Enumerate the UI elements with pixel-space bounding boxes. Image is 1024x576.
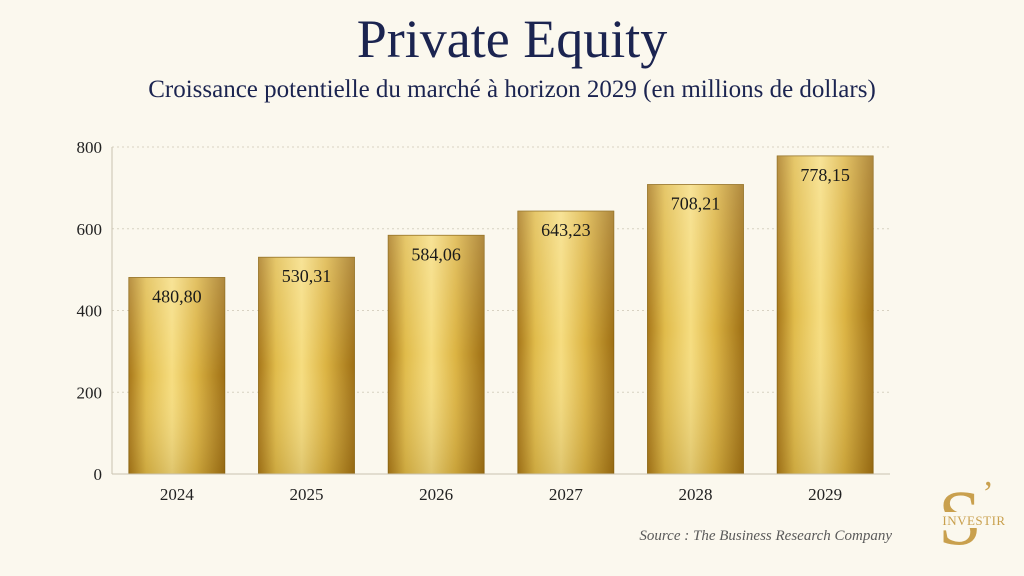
bar-2024	[128, 277, 226, 475]
x-tick-label: 2024	[160, 485, 195, 504]
bar-sheen	[128, 277, 225, 474]
bar-value-label: 778,15	[800, 165, 850, 185]
bar-sheen	[517, 211, 614, 474]
bar-value-label: 480,80	[152, 286, 202, 306]
bar-sheen	[258, 257, 355, 474]
y-tick-label: 400	[77, 302, 103, 321]
x-tick-label: 2027	[549, 485, 584, 504]
bar-sheen	[777, 155, 874, 474]
bar-chart: 480,80 530,31 584,06 643,23 708,21 778,15 0 20…	[77, 138, 890, 504]
y-tick-label: 600	[77, 220, 103, 239]
bar-sheen	[647, 184, 744, 474]
bar-2025	[258, 256, 355, 475]
chart-title: Private Equity	[356, 9, 668, 69]
x-tick-label: 2028	[679, 485, 713, 504]
bar-2026	[387, 234, 485, 475]
bar-sheen	[388, 235, 485, 474]
x-tick-label: 2026	[419, 485, 453, 504]
bar-value-label: 584,06	[411, 244, 461, 264]
s-investir-logo: S ’ INVESTIR	[936, 478, 1012, 558]
bar-2027	[517, 210, 615, 475]
source-note: Source : The Business Research Company	[639, 528, 892, 544]
y-tick-label: 800	[77, 138, 103, 157]
bar-value-label: 530,31	[282, 266, 332, 286]
bar-value-label: 708,21	[671, 194, 721, 214]
logo-apostrophe: ’	[982, 478, 993, 512]
x-tick-label: 2029	[808, 485, 842, 504]
logo-word: INVESTIR	[942, 513, 1005, 528]
chart-subtitle: Croissance potentielle du marché à horiz…	[148, 76, 876, 103]
bar-value-label: 643,23	[541, 220, 591, 240]
bar-2029	[776, 155, 874, 475]
y-tick-label: 0	[94, 465, 103, 484]
x-tick-label: 2025	[290, 485, 324, 504]
y-tick-label: 200	[77, 383, 103, 402]
bar-2028	[647, 184, 744, 475]
